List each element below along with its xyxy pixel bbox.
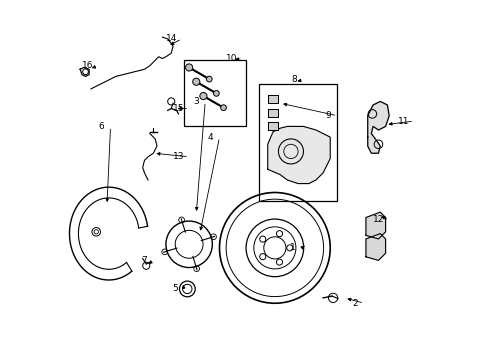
Text: 4: 4 [207,132,213,141]
Bar [267,122,278,130]
Bar [267,109,278,117]
Bar [258,84,337,202]
Bar [267,109,278,117]
Text: 8: 8 [291,76,297,85]
Polygon shape [267,126,329,184]
Circle shape [220,105,226,111]
Circle shape [200,93,206,100]
Circle shape [94,230,98,234]
Text: 14: 14 [165,35,177,44]
Text: 7: 7 [142,256,147,265]
Bar [183,60,246,126]
Text: 13: 13 [172,152,184,161]
Text: 12: 12 [372,215,384,224]
Bar [267,122,278,130]
Text: 10: 10 [226,54,237,63]
Polygon shape [365,212,385,239]
Text: 6: 6 [99,122,104,131]
Circle shape [192,78,200,85]
Text: 15: 15 [172,104,184,113]
Text: 2: 2 [352,299,357,308]
Polygon shape [367,102,388,153]
Text: 9: 9 [325,111,331,120]
Text: 1: 1 [289,243,295,252]
Text: 5: 5 [172,284,177,293]
Text: 3: 3 [193,97,199,106]
Polygon shape [365,234,385,260]
Bar [267,95,278,103]
Bar [267,95,278,103]
Text: 16: 16 [81,61,93,70]
Circle shape [213,90,219,96]
Text: 11: 11 [397,117,408,126]
Circle shape [206,76,212,82]
Circle shape [185,64,192,71]
